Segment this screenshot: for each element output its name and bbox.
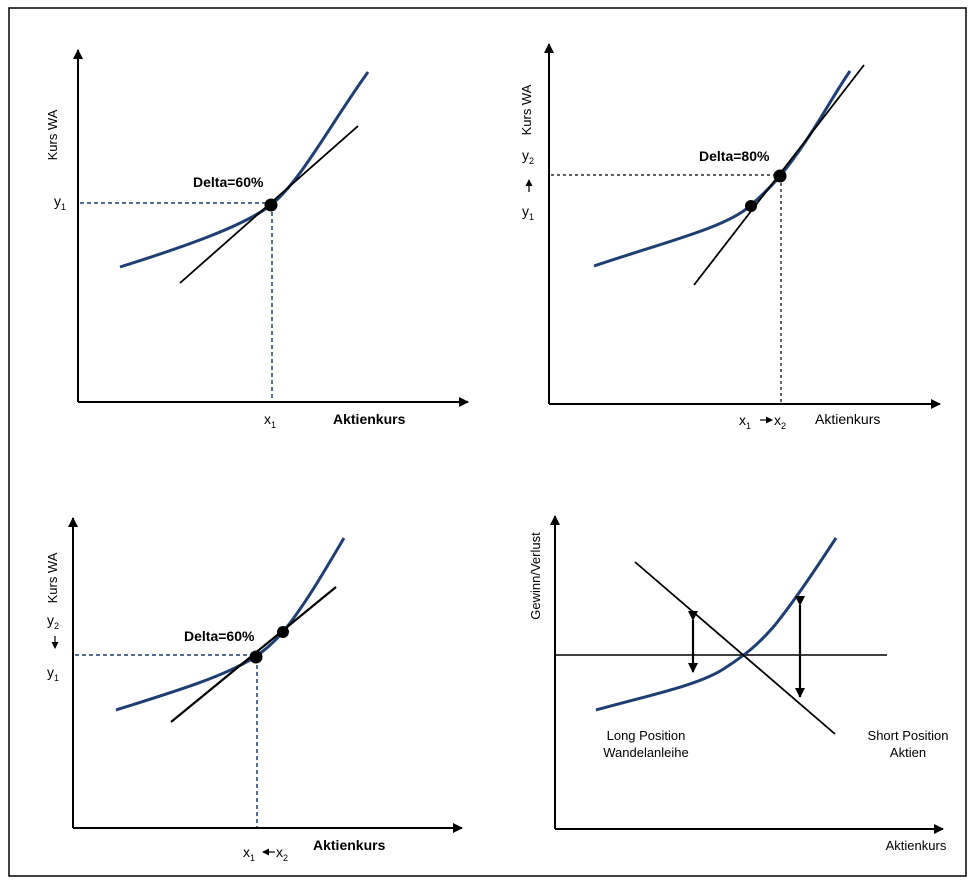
convertible-price-curve <box>593 70 852 268</box>
delta-label: Delta=60% <box>184 628 255 644</box>
y2-label: y2 <box>522 147 534 166</box>
y-axis-label: Kurs WA <box>45 552 60 603</box>
y1-label: y1 <box>47 664 59 683</box>
point-1 <box>249 650 263 664</box>
panel-bottom-right: Gewinn/Verlust Long Position Wandelanlei… <box>528 515 949 853</box>
x-axis-label: Aktienkurs <box>886 838 947 853</box>
short-stock-line <box>634 561 836 735</box>
x2-label: x2 <box>774 412 786 431</box>
convertible-price-curve <box>119 71 370 269</box>
y1-label: y1 <box>54 193 66 212</box>
x-axis-label: Aktienkurs <box>815 411 880 427</box>
long-convertible-curve <box>595 537 838 712</box>
x2-label: x2 <box>276 844 288 863</box>
panel-bottom-left: Kurs WA Delta=60% y2 y1 x1 x2 Aktienkurs <box>45 517 463 863</box>
long-position-label-2: Wandelanleihe <box>603 745 689 760</box>
x1-label: x1 <box>243 844 255 863</box>
y-axis-label: Kurs WA <box>45 109 60 160</box>
x-axis-label: Aktienkurs <box>333 411 406 427</box>
point-1 <box>745 200 757 212</box>
x1-label: x1 <box>264 411 276 430</box>
tangent-point <box>264 198 278 212</box>
y1-label: y1 <box>522 203 534 222</box>
point-2 <box>773 169 787 183</box>
panel-top-left: Kurs WA Delta=60% y1 x1 Aktienkurs <box>45 49 469 430</box>
x-axis-label: Aktienkurs <box>313 837 386 853</box>
convertible-price-curve <box>115 537 346 712</box>
panel-top-right: Kurs WA Delta=80% y2 y1 x1 x2 Aktienkurs <box>519 43 941 431</box>
delta-label: Delta=80% <box>699 148 770 164</box>
y2-label: y2 <box>47 612 59 631</box>
long-position-label-1: Long Position <box>607 728 686 743</box>
delta-label: Delta=60% <box>193 174 264 190</box>
y-axis-label: Kurs WA <box>519 84 534 135</box>
short-position-label-2: Aktien <box>890 745 926 760</box>
y-axis-label: Gewinn/Verlust <box>528 532 543 620</box>
short-position-label-1: Short Position <box>868 728 949 743</box>
outer-frame <box>8 7 967 877</box>
point-2 <box>277 626 289 638</box>
x1-label: x1 <box>739 412 751 431</box>
